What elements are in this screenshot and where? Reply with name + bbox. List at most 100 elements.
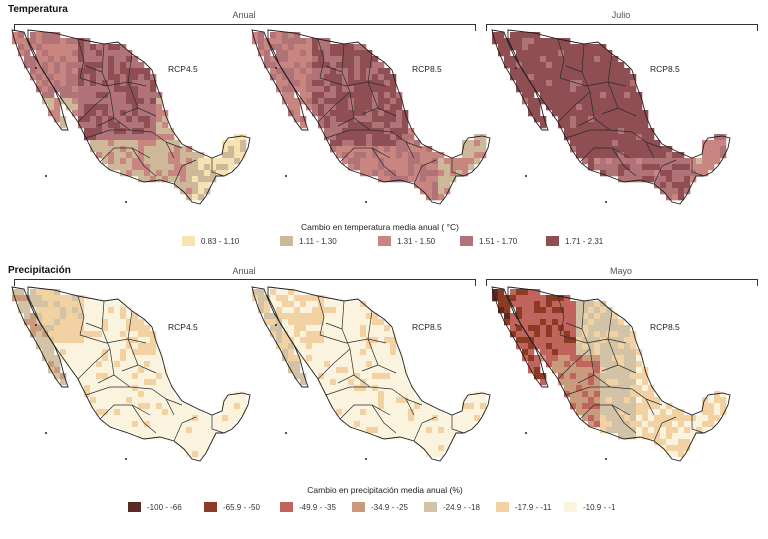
map-cell: [138, 146, 145, 153]
map-cell: [708, 415, 715, 422]
map-cell: [318, 44, 325, 51]
map-cell: [522, 289, 529, 296]
map-cell: [624, 427, 631, 434]
map-cell: [48, 319, 55, 326]
precipitation-map-rcp45: [11, 286, 251, 462]
map-cell: [552, 367, 559, 374]
map-cell: [348, 104, 355, 111]
map-cell: [570, 325, 577, 332]
map-cell: [564, 325, 571, 332]
map-cell: [522, 307, 529, 314]
map-cell: [132, 397, 139, 404]
map-cell: [444, 182, 451, 189]
map-cell: [702, 421, 709, 428]
map-cell: [330, 86, 337, 93]
map-cell: [582, 68, 589, 75]
map-cell: [150, 427, 157, 434]
map-cell: [582, 367, 589, 374]
map-cell: [54, 86, 61, 93]
map-cell: [534, 44, 541, 51]
map-cell: [318, 319, 325, 326]
map-cell: [30, 301, 37, 308]
map-cell: [294, 331, 301, 338]
map-cell: [438, 439, 445, 446]
map-cell: [588, 62, 595, 69]
map-cell: [402, 403, 409, 410]
map-cell: [162, 122, 169, 129]
map-cell: [384, 140, 391, 147]
map-cell: [192, 415, 199, 422]
map-cell: [102, 158, 109, 165]
map-cell: [528, 313, 535, 320]
map-cell: [636, 170, 643, 177]
map-cell: [504, 62, 511, 69]
map-cell: [708, 140, 715, 147]
map-cell: [354, 421, 361, 428]
map-cell: [654, 415, 661, 422]
map-cell: [66, 319, 73, 326]
map-cell: [414, 421, 421, 428]
map-cell: [630, 92, 637, 99]
map-cell: [438, 158, 445, 165]
map-cell: [36, 301, 43, 308]
precipitation-legend-item-4: -34.9 - -25: [352, 502, 424, 512]
map-cell: [300, 68, 307, 75]
map-cell: [216, 170, 223, 177]
map-cell: [366, 343, 373, 350]
map-cell: [54, 116, 61, 123]
map-cell: [288, 289, 295, 296]
map-cell: [408, 158, 415, 165]
map-cell: [594, 68, 601, 75]
map-cell: [390, 104, 397, 111]
state-border: [653, 416, 677, 442]
map-cell: [708, 158, 715, 165]
map-cell: [510, 32, 517, 39]
map-cell: [630, 373, 637, 380]
map-cell: [498, 289, 505, 296]
map-cell: [384, 128, 391, 135]
map-cell: [42, 301, 49, 308]
map-cell: [642, 164, 649, 171]
map-cell: [570, 68, 577, 75]
map-cell: [372, 122, 379, 129]
map-cell: [462, 170, 469, 177]
map-cell: [114, 44, 121, 51]
map-cell: [60, 50, 67, 57]
map-cell: [372, 415, 379, 422]
island-dot: [605, 201, 607, 203]
map-cell: [150, 128, 157, 135]
map-cell: [360, 313, 367, 320]
map-cell: [192, 439, 199, 446]
map-cell: [198, 409, 205, 416]
map-cell: [528, 104, 535, 111]
map-cell: [108, 361, 115, 368]
map-cell: [48, 68, 55, 75]
map-cell: [576, 74, 583, 81]
map-cell: [312, 295, 319, 302]
map-cell: [78, 56, 85, 63]
map-cell: [660, 415, 667, 422]
map-cell: [120, 409, 127, 416]
map-cell: [372, 104, 379, 111]
map-cell: [576, 104, 583, 111]
map-cell: [522, 98, 529, 105]
map-cell: [132, 367, 139, 374]
map-cell: [234, 391, 241, 398]
state-border: [131, 404, 157, 434]
map-cell: [108, 68, 115, 75]
map-cell: [372, 337, 379, 344]
map-cell: [84, 391, 91, 398]
map-cell: [570, 116, 577, 123]
map-cell: [294, 50, 301, 57]
map-cell: [498, 44, 505, 51]
map-cell: [150, 92, 157, 99]
state-border: [653, 159, 677, 185]
map-cell: [354, 415, 361, 422]
map-cell: [342, 158, 349, 165]
map-cell: [348, 152, 355, 159]
map-cell: [366, 421, 373, 428]
map-cell: [414, 158, 421, 165]
map-cell: [192, 170, 199, 177]
map-cell: [528, 307, 535, 314]
map-cell: [144, 361, 151, 368]
